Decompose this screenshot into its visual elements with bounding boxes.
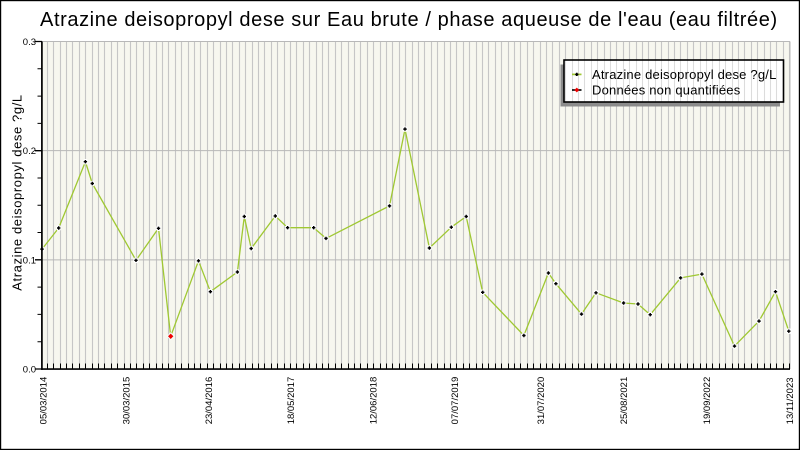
svg-text:Données non quantifiées: Données non quantifiées: [592, 83, 741, 98]
svg-text:31/07/2020: 31/07/2020: [536, 377, 547, 425]
svg-text:18/05/2017: 18/05/2017: [286, 377, 297, 425]
svg-text:12/06/2018: 12/06/2018: [369, 377, 380, 425]
svg-text:Atrazine deisopropyl dese sur: Atrazine deisopropyl dese sur Eau brute …: [40, 9, 778, 31]
svg-text:07/07/2019: 07/07/2019: [450, 377, 461, 425]
svg-text:0.1: 0.1: [23, 255, 36, 266]
svg-text:19/09/2022: 19/09/2022: [702, 377, 713, 425]
svg-text:Atrazine deisopropyl dese ?g/L: Atrazine deisopropyl dese ?g/L: [10, 94, 25, 291]
svg-text:25/08/2021: 25/08/2021: [619, 377, 630, 425]
svg-text:23/04/2016: 23/04/2016: [204, 377, 215, 425]
svg-text:Atrazine deisopropyl dese ?g/L: Atrazine deisopropyl dese ?g/L: [592, 67, 777, 82]
svg-text:0.2: 0.2: [23, 146, 36, 157]
svg-text:30/03/2015: 30/03/2015: [122, 377, 133, 425]
svg-text:0.0: 0.0: [23, 365, 36, 376]
svg-text:0.3: 0.3: [23, 37, 36, 48]
svg-text:13/11/2023: 13/11/2023: [785, 377, 796, 424]
svg-text:05/03/2014: 05/03/2014: [39, 377, 50, 425]
